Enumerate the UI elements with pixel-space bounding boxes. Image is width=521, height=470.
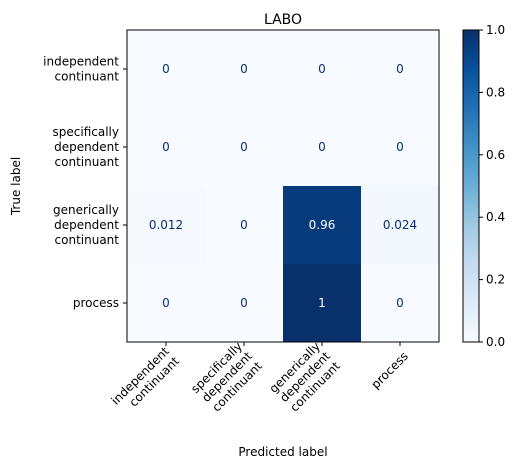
heatmap-cell bbox=[361, 30, 440, 109]
plot-frame bbox=[126, 29, 440, 343]
cell-value-label: 0 bbox=[162, 140, 170, 154]
cell-value-labels: 0 0 0 0 0 0 0 0 0.012 0 0.96 0.024 0 0 1 0 bbox=[149, 62, 417, 310]
cell-value-label: 0.024 bbox=[383, 218, 417, 232]
heatmap-cell bbox=[205, 264, 284, 343]
heatmap-cell bbox=[205, 186, 284, 265]
y-axis-label: True label bbox=[9, 157, 23, 216]
x-axis-ticks: independentcontinuant specificallydepende… bbox=[108, 339, 411, 418]
y-tick-label: specifically dependent continuant bbox=[53, 125, 120, 169]
heatmap-cell bbox=[205, 108, 284, 187]
colorbar-tick-label: 0.4 bbox=[486, 210, 505, 224]
heatmap-cell bbox=[361, 186, 440, 265]
y-tick-label: process bbox=[73, 296, 119, 310]
cell-value-label: 0.012 bbox=[149, 218, 183, 232]
heatmap-cell bbox=[127, 108, 206, 187]
cell-value-label: 0.96 bbox=[309, 218, 336, 232]
cell-value-label: 0 bbox=[240, 62, 248, 76]
colorbar-tick-label: 0.8 bbox=[486, 85, 505, 99]
heatmap-cell bbox=[283, 264, 362, 343]
cell-value-label: 0 bbox=[162, 296, 170, 310]
cell-value-label: 0 bbox=[396, 62, 404, 76]
y-axis-ticks: independent continuant specifically depende… bbox=[43, 55, 127, 310]
colorbar-tick-label: 0.0 bbox=[486, 335, 505, 349]
heatmap-cell bbox=[205, 30, 284, 109]
cell-value-label: 0 bbox=[396, 296, 404, 310]
heatmap-cell bbox=[283, 30, 362, 109]
cell-value-label: 0 bbox=[240, 140, 248, 154]
colorbar-ticks: 0.0 0.2 0.4 0.6 0.8 1.0 bbox=[479, 23, 505, 349]
heatmap-cell bbox=[283, 108, 362, 187]
colorbar-tick-label: 0.6 bbox=[486, 148, 505, 162]
cell-value-label: 1 bbox=[318, 296, 326, 310]
heatmap-cell bbox=[127, 264, 206, 343]
y-tick-label: independent continuant bbox=[43, 55, 119, 84]
cell-value-label: 0 bbox=[240, 218, 248, 232]
heatmap-cell bbox=[127, 186, 206, 265]
heatmap-cells bbox=[127, 30, 440, 343]
cell-value-label: 0 bbox=[240, 296, 248, 310]
cell-value-label: 0 bbox=[162, 62, 170, 76]
x-tick-label: genericallydependentcontinuant bbox=[266, 339, 343, 416]
x-axis-label: Predicted label bbox=[238, 445, 327, 459]
chart-title: LABO bbox=[264, 12, 302, 28]
y-tick-label: generically dependent continuant bbox=[53, 203, 119, 247]
cell-value-label: 0 bbox=[396, 140, 404, 154]
heatmap-cell bbox=[283, 186, 362, 265]
heatmap-cell bbox=[361, 108, 440, 187]
colorbar-tick-label: 1.0 bbox=[486, 23, 505, 37]
colorbar-tick-label: 0.2 bbox=[486, 273, 505, 287]
x-tick-label: process bbox=[368, 349, 411, 392]
cell-value-label: 0 bbox=[318, 140, 326, 154]
x-tick-label: independentcontinuant bbox=[108, 344, 182, 418]
heatmap-cell bbox=[361, 264, 440, 343]
heatmap-cell bbox=[127, 30, 206, 109]
x-tick-label: specificallydependentcontinuant bbox=[188, 339, 265, 416]
colorbar bbox=[462, 29, 480, 343]
cell-value-label: 0 bbox=[318, 62, 326, 76]
